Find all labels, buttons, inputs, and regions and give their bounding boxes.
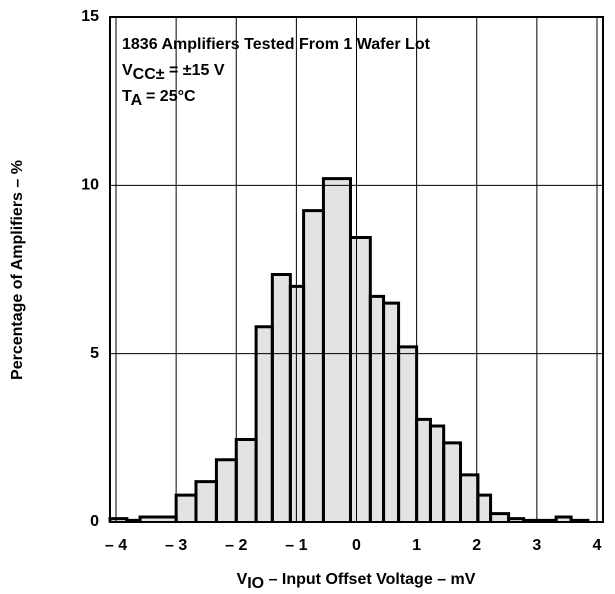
bar xyxy=(556,516,572,522)
x-tick-label: 2 xyxy=(472,537,481,554)
x-tick-label: 4 xyxy=(593,537,602,554)
bar xyxy=(110,518,127,522)
bar xyxy=(140,516,177,522)
bar-outline xyxy=(476,493,493,522)
y-tick-label: 10 xyxy=(81,177,99,194)
annotation: 1836 Amplifiers Tested From 1 Wafer Lot xyxy=(122,36,431,53)
annotation-part: = 25°C xyxy=(142,88,196,105)
x-tick-label: – 4 xyxy=(105,537,127,554)
annotation-part: CC± xyxy=(133,66,165,83)
y-axis-label: Percentage of Amplifiers – % xyxy=(9,160,26,380)
bar xyxy=(370,296,384,522)
bar xyxy=(490,513,509,522)
bar xyxy=(272,274,291,522)
bar xyxy=(398,346,417,522)
x-axis-label: VIO – Input Offset Voltage – mV xyxy=(237,571,476,592)
y-tick-label: 5 xyxy=(90,345,99,362)
annotation-part: 1836 Amplifiers Tested From 1 Wafer Lot xyxy=(122,36,431,53)
annotation: TA = 25°C xyxy=(122,88,196,109)
x-tick-label: 3 xyxy=(532,537,541,554)
x-tick-label: – 3 xyxy=(165,537,187,554)
bar xyxy=(290,286,304,522)
bar xyxy=(508,518,524,522)
annotation-part: = ±15 V xyxy=(165,62,225,79)
x-tick-label: – 1 xyxy=(285,537,307,554)
bar xyxy=(383,303,399,522)
bar xyxy=(195,481,217,522)
annotation-part: A xyxy=(131,92,143,109)
x-axis-label-part: IO xyxy=(247,575,264,592)
bar xyxy=(303,210,324,523)
x-axis-label-part: – Input Offset Voltage – mV xyxy=(264,571,476,588)
y-tick-label: 0 xyxy=(90,513,99,530)
bar xyxy=(443,442,461,522)
bar xyxy=(430,426,444,522)
plot-frame xyxy=(109,16,604,523)
bar xyxy=(236,439,257,522)
bar xyxy=(216,459,237,522)
bar xyxy=(416,419,431,522)
bar xyxy=(460,474,478,522)
annotation-part: V xyxy=(122,62,133,79)
x-tick-label: – 2 xyxy=(225,537,247,554)
y-tick-label: 15 xyxy=(81,8,99,25)
bar xyxy=(350,237,371,522)
bar xyxy=(256,326,273,522)
x-tick-label: 1 xyxy=(412,537,421,554)
bar xyxy=(176,495,196,522)
bar xyxy=(323,178,351,522)
annotation: VCC± = ±15 V xyxy=(122,62,225,83)
annotation-part: T xyxy=(122,88,132,105)
x-axis-label-part: V xyxy=(237,571,248,588)
bar xyxy=(477,495,491,522)
x-tick-label: 0 xyxy=(352,537,361,554)
